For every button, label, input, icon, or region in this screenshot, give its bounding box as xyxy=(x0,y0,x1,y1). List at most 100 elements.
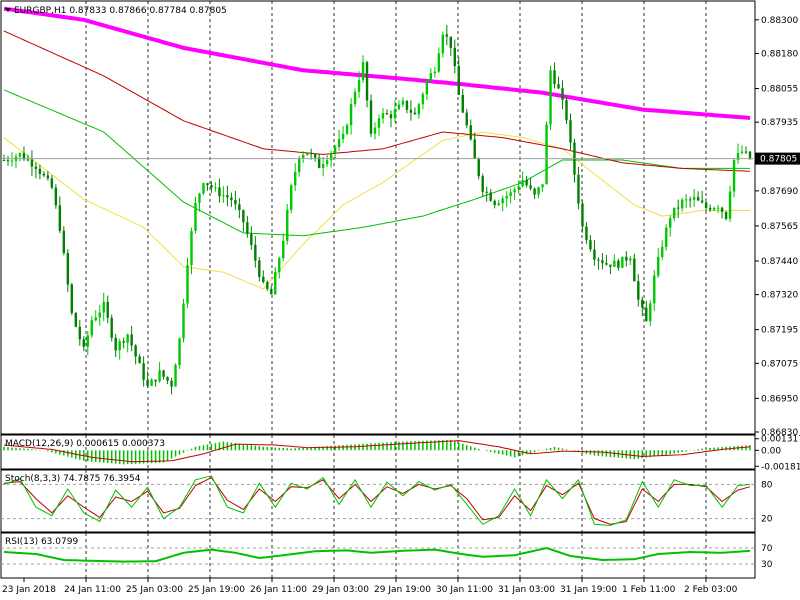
candle-body xyxy=(533,188,536,195)
candle-body xyxy=(625,256,628,261)
candle-body xyxy=(250,233,253,245)
candle-body xyxy=(585,226,588,241)
price-tick-label: 0.86830 xyxy=(761,428,798,438)
candle-body xyxy=(609,264,612,267)
candle-body xyxy=(42,173,46,176)
symbol-header: EURGBP,H1 0.87833 0.87866 0.87784 0.8780… xyxy=(14,6,227,16)
candle-body xyxy=(517,186,520,190)
candle-body xyxy=(6,160,10,162)
candle-body xyxy=(365,62,369,101)
stoch-tick-label: 20 xyxy=(761,515,773,525)
candle-body xyxy=(274,272,277,295)
candle-body xyxy=(732,159,736,192)
candle-body xyxy=(541,184,544,188)
candle-body xyxy=(234,199,237,205)
candle-body xyxy=(549,70,552,125)
candle-body xyxy=(98,312,101,318)
candle-body xyxy=(505,196,508,199)
candle-body xyxy=(214,187,217,189)
candle-body xyxy=(653,275,656,304)
ma-green xyxy=(3,89,750,237)
candle-body xyxy=(361,62,365,81)
candle-body xyxy=(270,288,273,295)
candle-body xyxy=(433,71,437,74)
stoch-panel[interactable] xyxy=(0,469,756,533)
candle-body xyxy=(649,303,652,322)
candle-body xyxy=(617,260,620,268)
macd-signal-line xyxy=(3,440,751,463)
price-tick-label: 0.87440 xyxy=(761,257,798,267)
candle-body xyxy=(46,175,50,179)
time-tick-label: 1 Feb 11:00 xyxy=(622,585,676,595)
candle-body xyxy=(262,276,265,283)
candle-body xyxy=(413,112,417,115)
candle-body xyxy=(429,73,433,81)
candle-body xyxy=(349,103,353,126)
candle-body xyxy=(577,174,580,204)
vertical-grid-rsi xyxy=(85,533,707,578)
macd-histogram xyxy=(3,439,751,465)
rsi-line xyxy=(1,546,755,565)
candle-body xyxy=(118,341,121,351)
candle-body xyxy=(465,112,468,126)
time-tick-label: 24 Jan 11:00 xyxy=(64,585,121,595)
candle-body xyxy=(461,94,464,113)
stoch-signal-line xyxy=(3,476,751,525)
candle-body xyxy=(218,187,221,197)
candle-body xyxy=(122,341,125,343)
price-tick-label: 0.87320 xyxy=(761,291,798,301)
candle-body xyxy=(134,345,137,357)
macd-tick-label: 0.001317 xyxy=(761,435,800,445)
macd-panel[interactable] xyxy=(0,434,756,470)
collapse-triangle-icon[interactable] xyxy=(5,8,11,12)
candle-body xyxy=(321,164,325,168)
candle-body xyxy=(477,158,480,177)
candle-body xyxy=(246,222,249,234)
candle-body xyxy=(557,84,560,89)
candle-body xyxy=(385,113,389,115)
candle-body xyxy=(62,230,66,254)
candle-body xyxy=(445,34,449,37)
candle-body xyxy=(700,200,704,203)
candle-body xyxy=(110,317,113,338)
candle-body xyxy=(309,153,313,155)
rsi-panel[interactable] xyxy=(0,532,756,579)
candle-body xyxy=(449,36,453,48)
candle-body xyxy=(441,34,445,54)
candle-body xyxy=(453,47,456,67)
candle-body xyxy=(417,104,421,115)
candle-body xyxy=(305,153,309,156)
candle-body xyxy=(158,370,161,382)
candle-body xyxy=(190,230,193,266)
candle-body xyxy=(26,159,30,161)
candle-body xyxy=(170,380,173,387)
candle-body xyxy=(425,80,429,95)
candle-body xyxy=(174,364,177,387)
candle-body xyxy=(258,260,261,277)
candle-body xyxy=(301,155,305,158)
candlesticks xyxy=(2,25,752,395)
candle-body xyxy=(389,114,393,119)
macd-tick-label: -0.001818 xyxy=(761,462,800,472)
vertical-grid xyxy=(85,1,707,434)
candle-body xyxy=(162,370,165,377)
ma-red xyxy=(3,30,751,172)
candle-body xyxy=(230,197,233,200)
candle-body xyxy=(138,356,141,364)
candle-body xyxy=(266,282,269,289)
candle-body xyxy=(82,339,85,347)
candle-body xyxy=(290,185,293,210)
candle-body xyxy=(242,210,245,223)
candle-body xyxy=(521,179,524,187)
candle-body xyxy=(692,197,696,200)
candle-body xyxy=(30,159,34,167)
price-panel[interactable] xyxy=(0,0,756,435)
candle-body xyxy=(333,147,337,153)
candle-body xyxy=(469,125,472,140)
price-tick-label: 0.88055 xyxy=(761,85,798,95)
candle-body xyxy=(597,259,600,261)
candle-body xyxy=(146,379,149,386)
stoch-tick-label: 80 xyxy=(761,480,773,490)
candle-body xyxy=(421,94,425,105)
